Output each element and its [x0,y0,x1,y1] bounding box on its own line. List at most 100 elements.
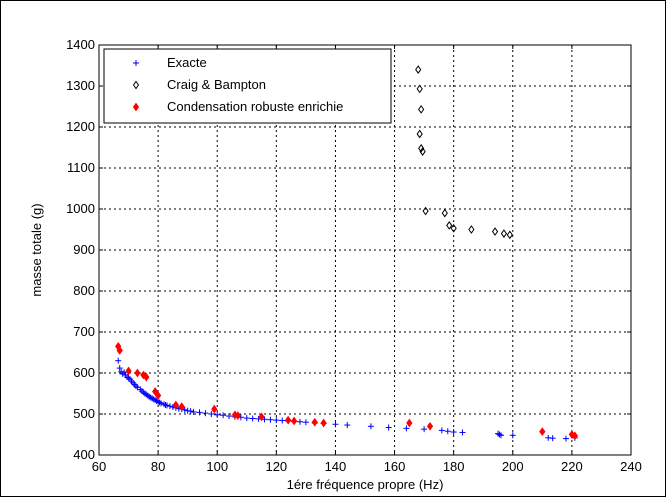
data-point [267,416,274,423]
data-point [190,408,197,415]
data-point [385,424,392,431]
x-tick-label: 140 [325,459,347,474]
legend-symbol [132,102,140,112]
data-markers [115,65,578,442]
data-point [562,435,569,442]
data-point [418,143,425,153]
data-point [571,431,578,441]
data-point [418,105,425,114]
y-tick-label: 1100 [67,160,95,175]
data-point [214,411,221,418]
data-point [403,425,410,432]
y-tick-label: 400 [73,447,95,462]
data-point [220,412,227,419]
data-point [178,402,185,411]
data-point [161,401,168,408]
y-tick-label: 1300 [66,78,95,93]
x-tick-label: 200 [502,459,524,474]
data-point [273,417,280,424]
data-point [115,357,122,364]
y-tick-label: 700 [73,324,95,339]
data-point [121,369,128,376]
y-tick-label: 900 [73,242,95,257]
x-tick-label: 220 [561,459,583,474]
legend-entry-condensation: Condensation robuste enrichie [167,99,343,114]
y-tick-label: 600 [73,365,95,380]
data-point [459,429,466,436]
data-point [134,368,141,378]
x-tick-label: 120 [265,459,287,474]
data-point [172,400,179,410]
data-point [450,223,457,233]
data-point [419,147,426,156]
data-point [196,409,203,416]
data-point [491,227,499,236]
data-point [332,421,339,428]
data-point [116,346,123,355]
y-tick-label: 1000 [66,201,95,216]
data-point [116,365,123,372]
legend-symbols [132,60,140,112]
data-point [438,427,445,434]
data-point [279,417,286,424]
legend-entry-exacte: Exacte [167,55,207,70]
x-tick-label: 60 [92,459,106,474]
x-tick-label: 160 [384,459,406,474]
data-point [302,419,309,426]
data-point [243,415,250,422]
y-axis-label: masse totale (g) [29,203,44,296]
data-point [143,372,150,382]
data-point [156,399,163,406]
data-point [187,408,194,415]
data-point [290,416,298,426]
legend-symbol [133,60,139,66]
data-point [497,432,504,439]
data-point [426,421,434,431]
x-tick-label: 240 [620,459,642,474]
data-point [441,208,448,218]
data-point [166,403,173,410]
data-point [226,413,233,420]
x-tick-label: 180 [443,459,465,474]
y-tick-label: 800 [73,283,95,298]
y-tick-label: 1400 [66,37,95,52]
legend-entry-craig-bampton: Craig & Bampton [167,77,266,92]
data-point [202,410,209,417]
data-point [500,229,508,238]
ticks: 60 80 100 120 140 160 180 200 220 240 400 500 600 700… [66,37,642,474]
data-point [406,418,413,428]
data-point [163,402,170,409]
data-point [367,423,374,430]
x-tick-label: 80 [151,459,165,474]
data-point [211,404,218,414]
data-point [468,225,475,234]
data-point [539,427,546,436]
data-point [154,391,162,400]
data-point [446,221,453,230]
data-point [311,417,318,427]
x-axis-label: 1ére fréquence propre (Hz) [287,477,444,492]
data-point [415,65,422,74]
data-point [258,412,265,422]
data-point [444,428,451,435]
legend: Exacte Craig & Bampton Condensation robu… [103,48,392,124]
data-point [506,230,513,240]
data-point [421,426,428,433]
series-2 [115,341,578,441]
data-point [416,129,423,139]
data-point [234,411,242,421]
data-point [496,431,503,438]
data-point [152,387,159,396]
data-point [296,418,303,425]
data-point [450,429,457,436]
data-point [181,406,188,413]
series-0 [115,357,578,442]
data-point [320,418,327,428]
series-1 [415,65,513,240]
data-point [416,84,423,94]
y-tick-label: 500 [73,406,95,421]
data-point [344,422,351,429]
data-point [132,383,139,390]
